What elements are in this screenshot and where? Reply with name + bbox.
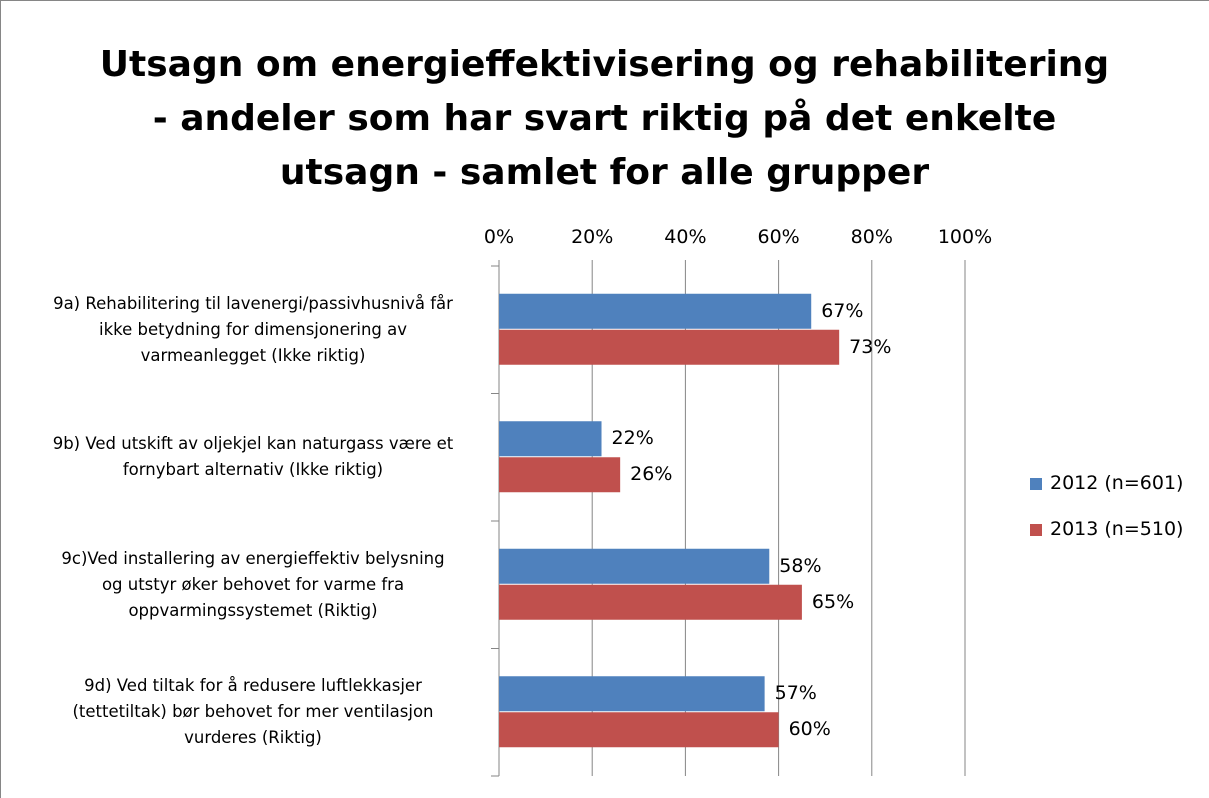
x-tick-label: 100% [937, 226, 993, 248]
bar [499, 584, 802, 620]
legend-swatch [1030, 478, 1042, 490]
data-label: 73% [849, 335, 892, 358]
data-label: 57% [774, 682, 817, 705]
data-label: 58% [779, 554, 822, 577]
category-label: 9a) Rehabilitering til lavenergi/passivh… [53, 293, 453, 365]
x-tick-label: 20% [571, 226, 614, 248]
bar [499, 457, 621, 493]
data-label: 22% [611, 427, 654, 450]
category-label: 9d) Ved tiltak for å redusere luftlekkas… [72, 676, 434, 748]
bar [499, 293, 812, 329]
chart-title: Utsagn om energieffektivisering og rehab… [99, 44, 1110, 193]
legend-label: 2012 (n=601) [1050, 472, 1184, 494]
x-tick-label: 80% [850, 226, 893, 248]
x-tick-label: 60% [757, 226, 800, 248]
x-tick-label: 40% [664, 226, 707, 248]
bar [499, 676, 765, 712]
bar [499, 548, 770, 584]
bar [499, 329, 840, 365]
legend-label: 2013 (n=510) [1050, 518, 1184, 540]
data-label: 67% [821, 299, 864, 322]
legend-swatch [1030, 524, 1042, 536]
category-label: 9c)Ved installering av energieffektiv be… [61, 548, 445, 620]
data-label: 60% [788, 718, 831, 741]
data-label: 26% [630, 463, 673, 486]
bar [499, 421, 602, 457]
bar [499, 712, 779, 748]
data-label: 65% [811, 590, 855, 613]
x-tick-label: 0% [483, 226, 515, 248]
category-label: 9b) Ved utskift av oljekjel kan naturgas… [52, 434, 454, 480]
